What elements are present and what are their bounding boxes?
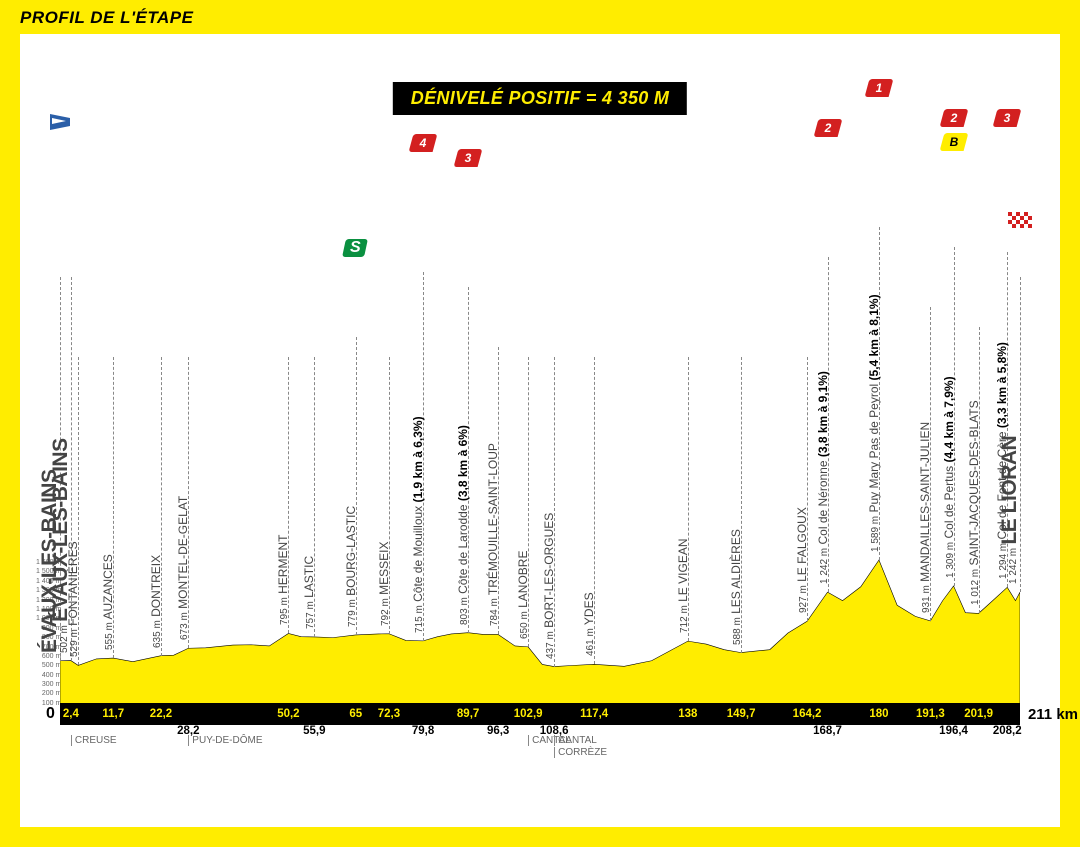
title: PROFIL DE L'ÉTAPE <box>20 8 193 28</box>
finish-flag-icon <box>1006 209 1030 227</box>
kom-flag: 3 <box>454 149 483 167</box>
wp-label: 1 012 m SAINT-JACQUES-DES-BLATS <box>967 401 981 606</box>
km-tick: 117,4 <box>580 708 608 720</box>
km-tick: 191,3 <box>916 708 945 720</box>
outer-frame: PROFIL DE L'ÉTAPE DÉNIVELÉ POSITIF = 4 3… <box>0 0 1080 847</box>
sprint-flag: S <box>342 239 368 257</box>
region-label: PUY-DE-DÔME <box>188 735 262 746</box>
y-tick: 200 m <box>42 690 61 697</box>
wp-label: 715 m Côte de Mouilloux (1,9 km à 6,3%) <box>411 416 425 633</box>
km-total: 211 km <box>1028 706 1078 723</box>
km-tick: 149,7 <box>727 708 756 720</box>
km-tick: 2,4 <box>63 708 79 720</box>
kom-flag: 2 <box>813 119 842 137</box>
wp-label: 1 242 m Col de Néronne (3,8 km à 9,1%) <box>816 371 830 584</box>
region-label: CORRÈZE <box>554 747 607 758</box>
y-tick: 300 m <box>42 681 61 688</box>
km-tick: 180 <box>869 708 888 720</box>
y-tick: 600 m <box>42 653 61 660</box>
wp-label: 931 m MANDAILLES-SAINT-JULIEN <box>918 422 932 613</box>
km-tick: 201,9 <box>964 708 993 720</box>
wp-label: 784 m TRÉMOUILLE-SAINT-LOUP <box>486 444 500 627</box>
kom-flag: 1 <box>865 79 894 97</box>
km-tick: 138 <box>678 708 697 720</box>
region-label: CREUSE <box>71 735 117 746</box>
wp-label: 803 m Côte de Larodde (3,8 km à 6%) <box>456 425 470 625</box>
wp-label: 795 m HERMENT <box>276 535 290 625</box>
wp-label: 927 m LE FALGOUX <box>795 507 809 613</box>
elevation-profile <box>60 559 1020 707</box>
wp-label: 792 m MESSEIX <box>377 541 391 625</box>
wp-label: 712 m LE VIGEAN <box>676 539 690 634</box>
regions: CREUSEPUY-DE-DÔMECANTALCANTALCORRÈZE <box>60 735 1020 765</box>
km-tick: 72,3 <box>378 708 400 720</box>
km-tick: 89,7 <box>457 708 479 720</box>
wp-label: 757 m LASTIC <box>302 556 316 629</box>
wp-label: 588 m LES ALDIÈRES <box>729 529 743 645</box>
wp-label: 529 m FONTANIÈRES <box>66 542 80 658</box>
wp-label: 437 m BORT-LES-ORGUES <box>542 512 556 658</box>
kom-flag: 4 <box>409 134 438 152</box>
y-tick: 500 m <box>42 662 61 669</box>
wp-label: 779 m BOURG-LASTIC <box>344 506 358 627</box>
bonus-flag: B <box>939 133 968 151</box>
km-zero: 0 <box>46 705 55 723</box>
km-tick: 22,2 <box>150 708 172 720</box>
wp-label: 635 m DONTREIX <box>149 555 163 648</box>
start-flag-icon <box>48 114 72 132</box>
region-label: CANTAL <box>554 735 597 746</box>
elevation-badge: DÉNIVELÉ POSITIF = 4 350 M <box>393 82 687 115</box>
km-tick: 65 <box>349 708 362 720</box>
inner-panel: DÉNIVELÉ POSITIF = 4 350 M 1 600 m1 500 … <box>20 34 1060 827</box>
km-tick: 50,2 <box>277 708 299 720</box>
profile-chart: 1 600 m1 500 m1 400 m1 300 m1 200 m1 100… <box>60 134 1020 707</box>
km-tick: 11,7 <box>102 708 124 720</box>
km-tick: 164,2 <box>793 708 822 720</box>
wp-label: 555 m AUZANCES <box>101 554 115 650</box>
wp-label: 1 589 m Puy Mary Pas de Peyrol (5,4 km à… <box>867 294 881 552</box>
y-tick: 400 m <box>42 672 61 679</box>
kom-flag: 2 <box>939 109 968 127</box>
kom-flag: 3 <box>993 109 1022 127</box>
wp-label: 1 242 m LE LIORAN <box>998 436 1022 584</box>
km-bar: 0 211 km 2,411,722,228,250,255,96572,379… <box>60 703 1020 725</box>
wp-label: 650 m LANOBRE <box>516 550 530 638</box>
km-tick: 102,9 <box>514 708 543 720</box>
wp-label: 1 309 m Col de Pertus (4,4 km à 7,9%) <box>942 376 956 578</box>
wp-label: 461 m YDES <box>582 593 596 657</box>
wp-label: 673 m MONTEL-DE-GELAT <box>176 496 190 640</box>
